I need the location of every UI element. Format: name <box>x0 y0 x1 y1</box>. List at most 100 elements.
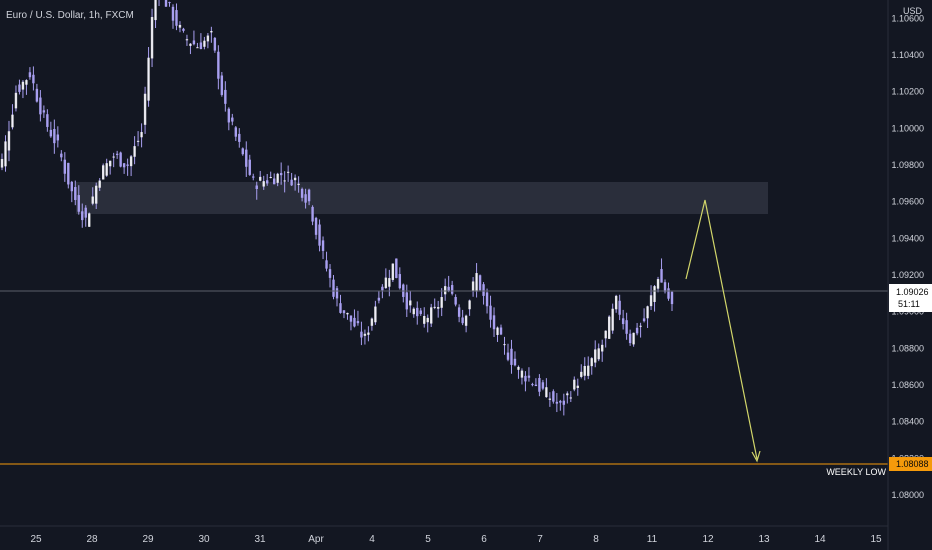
candle-body <box>656 279 660 289</box>
candle-body <box>332 279 335 297</box>
candle-body <box>663 282 667 292</box>
candle-body <box>150 17 154 59</box>
candle-body <box>482 284 485 296</box>
candle-body <box>381 286 384 291</box>
price-tick-label: 1.08000 <box>891 490 924 500</box>
projection-arrow[interactable] <box>685 199 758 460</box>
candle-body <box>506 352 510 360</box>
candle-body <box>168 2 171 4</box>
candle-body <box>39 97 42 115</box>
candle-body <box>46 114 49 127</box>
candle-body <box>60 153 63 158</box>
candle-body <box>499 327 503 335</box>
candle-body <box>594 349 597 363</box>
time-tick-label: 12 <box>702 534 714 545</box>
price-scale-currency: USD <box>903 6 923 16</box>
candle-body <box>248 159 251 175</box>
time-tick-label: 8 <box>593 534 599 545</box>
candle-body <box>53 129 56 144</box>
candle-body <box>391 263 395 280</box>
price-tick-label: 1.08400 <box>891 417 924 427</box>
candle-body <box>328 269 332 278</box>
candle-body <box>335 288 339 299</box>
candle-body <box>154 0 157 21</box>
candle-body <box>112 156 115 158</box>
candle-body <box>423 315 426 324</box>
candle-body <box>318 224 321 246</box>
candle-body <box>266 180 269 184</box>
candle-body <box>108 160 112 167</box>
candle-body <box>541 382 545 389</box>
candle-body <box>115 153 119 155</box>
candle-body <box>25 80 28 85</box>
candle-body <box>443 286 447 295</box>
candle-body <box>245 149 248 167</box>
time-tick-label: 5 <box>425 534 431 545</box>
candle-body <box>241 148 244 155</box>
candle-body <box>262 181 265 187</box>
candle-body <box>646 306 649 319</box>
candle-body <box>395 258 398 279</box>
candle-body <box>450 285 454 294</box>
candle-body <box>475 273 478 292</box>
candle-body <box>126 164 129 166</box>
candle-body <box>447 286 450 291</box>
weekly-low-price: 1.08088 <box>896 459 929 469</box>
price-tick-label: 1.09800 <box>891 160 924 170</box>
arrow-head-icon <box>751 450 761 463</box>
candle-body <box>485 292 489 307</box>
time-axis[interactable]: 25 28 29 30 31 Apr 4 5 6 7 8 11 12 13 14 15 <box>0 525 888 545</box>
candle-body <box>77 195 80 212</box>
current-price-value: 1.09026 <box>896 287 929 297</box>
candle-body <box>206 35 210 42</box>
candle-body <box>143 93 147 125</box>
candle-body <box>618 300 621 315</box>
supply-zone[interactable] <box>76 182 768 214</box>
weekly-low-label: WEEKLY LOW <box>826 467 886 477</box>
candle-body <box>440 297 443 308</box>
candle-body <box>220 75 224 95</box>
candle-body <box>433 306 436 308</box>
candle-body <box>464 315 468 326</box>
candle-body <box>384 277 388 288</box>
time-tick-label: 30 <box>198 534 210 545</box>
candle-body <box>531 384 534 386</box>
candle-body <box>601 344 604 352</box>
candle-body <box>527 375 531 378</box>
candle-body <box>91 196 94 204</box>
candle-body <box>377 297 381 301</box>
price-tick-label: 1.09600 <box>891 197 924 207</box>
candle-body <box>468 300 471 310</box>
candle-body <box>203 40 206 47</box>
candle-body <box>140 132 143 138</box>
candle-body <box>95 185 98 204</box>
candle-body <box>300 188 304 198</box>
candle-body <box>552 391 555 402</box>
candle-body <box>639 325 642 327</box>
price-tick-label: 1.08600 <box>891 380 924 390</box>
candle-body <box>88 213 91 227</box>
candle-body <box>122 163 126 168</box>
candle-body <box>510 348 513 365</box>
candle-body <box>520 370 524 378</box>
price-tick-label: 1.10200 <box>891 87 924 97</box>
candle-body <box>35 88 39 102</box>
candle-body <box>105 163 108 176</box>
candle-body <box>81 211 84 221</box>
candle-body <box>388 278 391 287</box>
candle-body <box>562 400 566 405</box>
candle-body <box>136 140 140 142</box>
candle-body <box>496 327 499 335</box>
candle-body <box>587 365 590 376</box>
candle-body <box>670 291 674 305</box>
candle-body <box>430 307 433 324</box>
time-tick-label: 28 <box>86 534 98 545</box>
candle-body <box>283 180 286 182</box>
candle-body <box>642 318 646 322</box>
candle-body <box>569 397 573 399</box>
candle-body <box>356 321 360 324</box>
candle-body <box>11 114 14 128</box>
